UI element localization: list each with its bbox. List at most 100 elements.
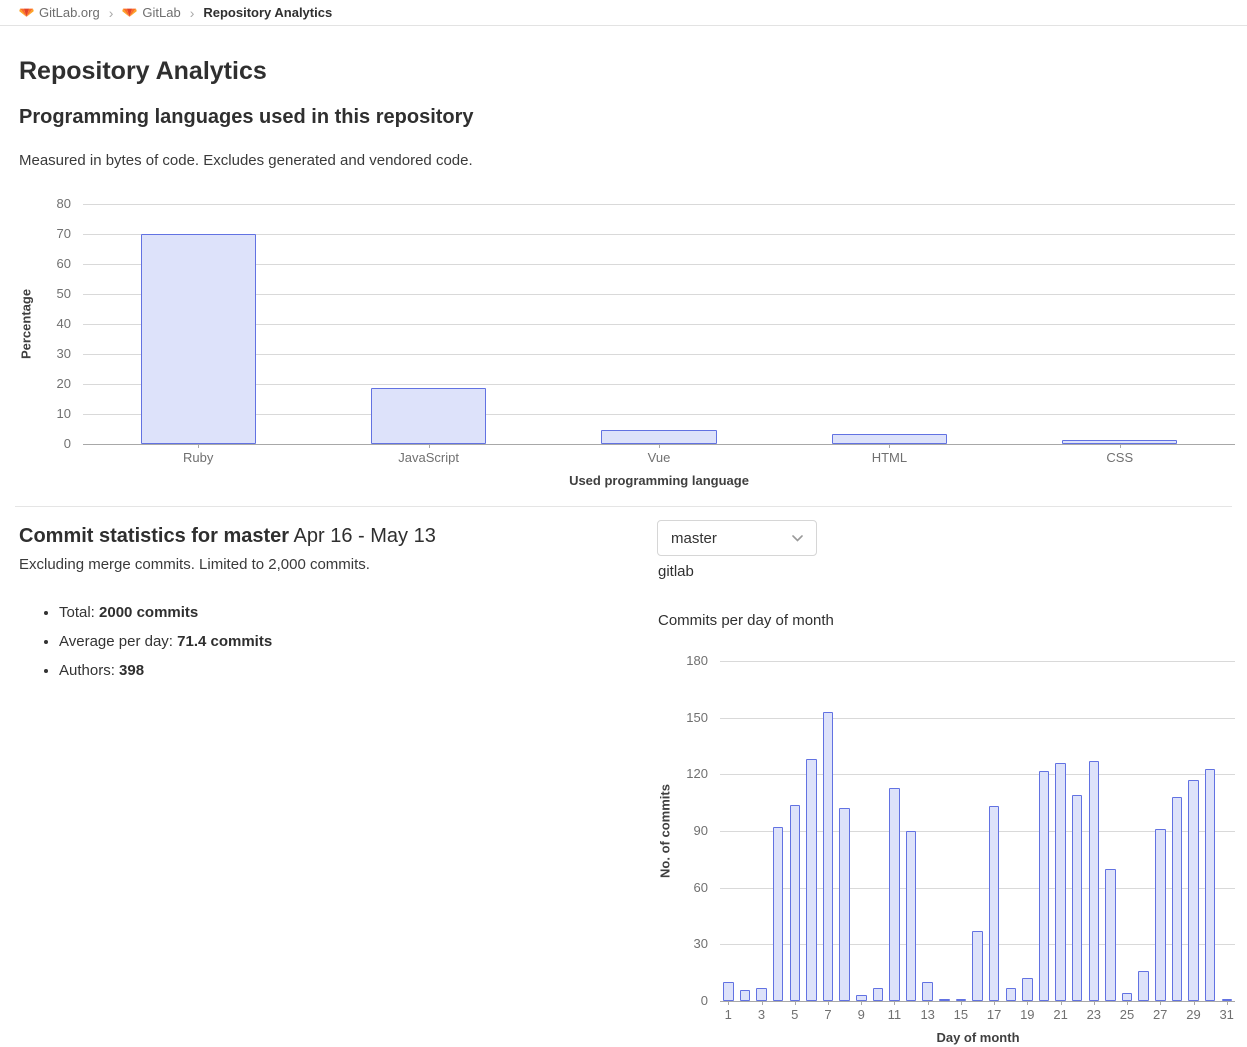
x-tick-label: 1 <box>724 1007 732 1022</box>
bar-10[interactable] <box>872 987 884 1001</box>
x-tick-label: 29 <box>1186 1007 1201 1022</box>
grid-line <box>720 774 1235 776</box>
x-axis-tick <box>761 1001 763 1005</box>
bar-31[interactable] <box>1221 999 1232 1001</box>
languages-section-subtitle: Measured in bytes of code. Excludes gene… <box>19 152 473 169</box>
bar-4[interactable] <box>772 827 784 1001</box>
bar-Ruby[interactable] <box>140 233 256 444</box>
y-tick-label: 120 <box>686 766 708 782</box>
commit-section-heading: Commit statistics for master Apr 16 - Ma… <box>19 525 436 548</box>
bar-14[interactable] <box>939 999 950 1001</box>
grid-line <box>83 264 1235 265</box>
project-name-label: gitlab <box>658 563 694 580</box>
gitlab-logo-icon <box>19 6 34 20</box>
x-axis-tick <box>659 444 660 448</box>
x-axis-tick <box>728 1001 730 1005</box>
bar-22[interactable] <box>1071 795 1083 1001</box>
x-tick-label: 9 <box>857 1007 865 1022</box>
grid-line <box>720 1001 1235 1002</box>
bar-25[interactable] <box>1121 993 1133 1001</box>
bar-CSS[interactable] <box>1062 440 1178 444</box>
bar-28[interactable] <box>1171 797 1183 1001</box>
bar-1[interactable] <box>723 982 734 1001</box>
bar-30[interactable] <box>1204 768 1216 1001</box>
bar-19[interactable] <box>1022 978 1033 1001</box>
x-tick-label: 13 <box>920 1007 935 1022</box>
y-tick-label: 20 <box>56 376 71 391</box>
y-tick-label: 30 <box>56 346 71 361</box>
y-tick-label: 70 <box>56 226 71 241</box>
x-tick-label: HTML <box>871 450 908 465</box>
y-tick-label: 60 <box>693 879 708 895</box>
grid-line <box>83 204 1235 205</box>
bar-23[interactable] <box>1088 761 1100 1001</box>
commit-stats-list: Total: 2000 commits Average per day: 71.… <box>19 603 272 690</box>
x-axis-tick <box>198 444 200 448</box>
bar-3[interactable] <box>756 987 767 1001</box>
bar-26[interactable] <box>1138 970 1149 1001</box>
stat-total: Total: 2000 commits <box>59 603 272 623</box>
breadcrumb: GitLab.org › GitLab › Repository Analyti… <box>19 0 332 25</box>
x-axis-tick <box>1093 1001 1095 1005</box>
gitlab-logo-icon <box>122 6 138 20</box>
bar-18[interactable] <box>1005 987 1016 1001</box>
breadcrumb-link-gitlab[interactable]: GitLab <box>122 5 181 20</box>
bar-17[interactable] <box>988 806 1000 1001</box>
stat-total-value: 2000 commits <box>99 604 199 621</box>
x-tick-label: 21 <box>1053 1007 1068 1022</box>
bar-Vue[interactable] <box>601 429 717 444</box>
chevron-down-icon <box>792 534 803 542</box>
bar-12[interactable] <box>905 831 917 1001</box>
grid-line <box>83 234 1235 235</box>
commit-section-heading-main: Commit statistics for master <box>19 525 290 547</box>
x-axis-tick <box>994 1001 996 1005</box>
x-axis-tick <box>927 1001 929 1005</box>
bar-20[interactable] <box>1038 770 1050 1001</box>
x-tick-label: 25 <box>1119 1007 1135 1022</box>
page-title: Repository Analytics <box>19 57 267 85</box>
stat-total-label: Total: <box>59 604 100 621</box>
bar-13[interactable] <box>922 982 933 1001</box>
bar-6[interactable] <box>806 759 817 1001</box>
bar-24[interactable] <box>1105 868 1116 1001</box>
bar-11[interactable] <box>889 787 900 1001</box>
commit-section-date-range: Apr 16 - May 13 <box>289 525 436 547</box>
bar-5[interactable] <box>789 804 800 1001</box>
languages-bar-chart: Percentage Used programming language 0 10… <box>0 190 1247 490</box>
x-axis-tick <box>1160 1001 1162 1005</box>
grid-line <box>720 887 1235 889</box>
grid-line <box>83 324 1235 325</box>
stat-authors: Authors: 398 <box>59 661 272 681</box>
x-axis-tick <box>1060 1001 1062 1005</box>
breadcrumb-separator-icon: › <box>189 4 195 21</box>
x-axis-tick <box>794 1001 796 1005</box>
stat-authors-label: Authors: <box>59 662 120 679</box>
breadcrumb-label-gitlab: GitLab <box>142 5 181 20</box>
breadcrumb-link-gitlab-org[interactable]: GitLab.org <box>19 5 100 20</box>
y-tick-label: 30 <box>693 936 708 952</box>
breadcrumb-label-gitlab-org: GitLab.org <box>39 5 100 20</box>
stat-average-value: 71.4 commits <box>177 633 273 650</box>
branch-selector-dropdown[interactable]: master <box>657 520 817 556</box>
bar-7[interactable] <box>822 712 834 1001</box>
breadcrumb-divider <box>0 25 1247 26</box>
grid-line <box>83 414 1235 415</box>
branch-selector-value: master <box>671 529 717 547</box>
bar-HTML[interactable] <box>831 434 947 444</box>
x-axis-tick <box>861 1001 863 1005</box>
x-tick-label: 3 <box>757 1007 766 1022</box>
bar-29[interactable] <box>1188 780 1199 1001</box>
x-tick-label: 19 <box>1020 1007 1035 1022</box>
bar-9[interactable] <box>856 995 867 1001</box>
bar-8[interactable] <box>839 808 850 1001</box>
bar-16[interactable] <box>972 931 983 1001</box>
bar-27[interactable] <box>1155 829 1166 1001</box>
bar-JavaScript[interactable] <box>371 387 487 444</box>
bar-15[interactable] <box>955 999 967 1001</box>
y-tick-label: 150 <box>686 709 708 725</box>
bar-2[interactable] <box>739 989 751 1001</box>
y-tick-label: 80 <box>56 196 71 211</box>
x-axis-tick <box>1119 444 1121 448</box>
bar-21[interactable] <box>1055 763 1066 1001</box>
